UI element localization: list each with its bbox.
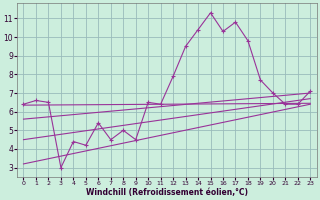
X-axis label: Windchill (Refroidissement éolien,°C): Windchill (Refroidissement éolien,°C) [86,188,248,197]
